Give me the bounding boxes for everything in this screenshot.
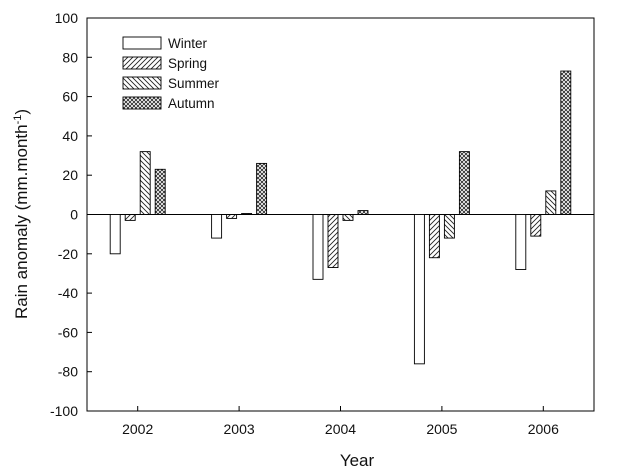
bar-autumn-2005: [458, 151, 470, 215]
legend-label-spring: Spring: [168, 56, 207, 71]
x-axis-title: Year: [340, 451, 375, 469]
legend-label-autumn: Autumn: [168, 96, 215, 111]
bar-spring-2005: [428, 214, 440, 259]
y-tick-label: 60: [62, 89, 78, 105]
x-tick-label: 2006: [528, 421, 559, 437]
bar-spring-2004: [327, 214, 339, 269]
legend-swatch-summer: [122, 76, 162, 90]
y-axis-title-main: Rain anomaly (mm.month: [12, 124, 31, 319]
legend-label-winter: Winter: [168, 36, 208, 51]
bar-winter-2002: [109, 214, 121, 255]
x-tick-label: 2003: [224, 421, 255, 437]
x-tick-label: 2002: [122, 421, 153, 437]
y-tick-label: 0: [70, 207, 78, 223]
bar-autumn-2002: [154, 168, 166, 215]
bar-summer-2006: [545, 190, 557, 215]
bar-spring-2003: [226, 214, 238, 219]
bar-summer-2004: [342, 214, 354, 221]
bars: [109, 70, 572, 365]
x-axis: 2002 2003 2004 2005 2006: [122, 406, 559, 437]
y-axis-title-superscript: -1: [12, 115, 24, 125]
legend-swatch-autumn: [122, 96, 162, 110]
x-tick-label: 2005: [426, 421, 457, 437]
legend-swatch-spring: [122, 56, 162, 70]
bar-winter-2003: [211, 214, 223, 239]
bar-summer-2003: [241, 213, 253, 215]
bar-spring-2006: [530, 214, 542, 237]
y-tick-label: -80: [58, 364, 78, 380]
y-axis: -100 -80 -60 -40 -20 0 20 40 60 80 100: [50, 10, 92, 419]
y-tick-label: 100: [55, 10, 79, 26]
legend-label-summer: Summer: [168, 76, 220, 91]
y-tick-label: -100: [50, 403, 78, 419]
x-tick-label: 2004: [325, 421, 356, 437]
legend: Winter Spring Summer Autumn: [122, 36, 220, 111]
y-tick-label: 80: [62, 49, 78, 65]
legend-swatch-winter: [122, 36, 162, 50]
y-tick-label: -20: [58, 246, 78, 262]
bar-spring-2002: [124, 214, 136, 221]
bar-autumn-2004: [357, 210, 369, 215]
bar-winter-2005: [413, 214, 425, 365]
y-axis-title: Rain anomaly (mm.month-1): [12, 109, 31, 319]
y-tick-label: 40: [62, 128, 78, 144]
bar-autumn-2003: [256, 162, 268, 215]
bar-winter-2006: [515, 214, 527, 270]
y-tick-label: -60: [58, 324, 78, 340]
y-tick-label: 20: [62, 167, 78, 183]
y-tick-label: -40: [58, 285, 78, 301]
bar-summer-2002: [139, 151, 151, 215]
bar-winter-2004: [312, 214, 324, 280]
bar-autumn-2006: [560, 70, 572, 215]
y-axis-title-suffix: ): [12, 109, 31, 115]
bar-summer-2005: [443, 214, 455, 239]
